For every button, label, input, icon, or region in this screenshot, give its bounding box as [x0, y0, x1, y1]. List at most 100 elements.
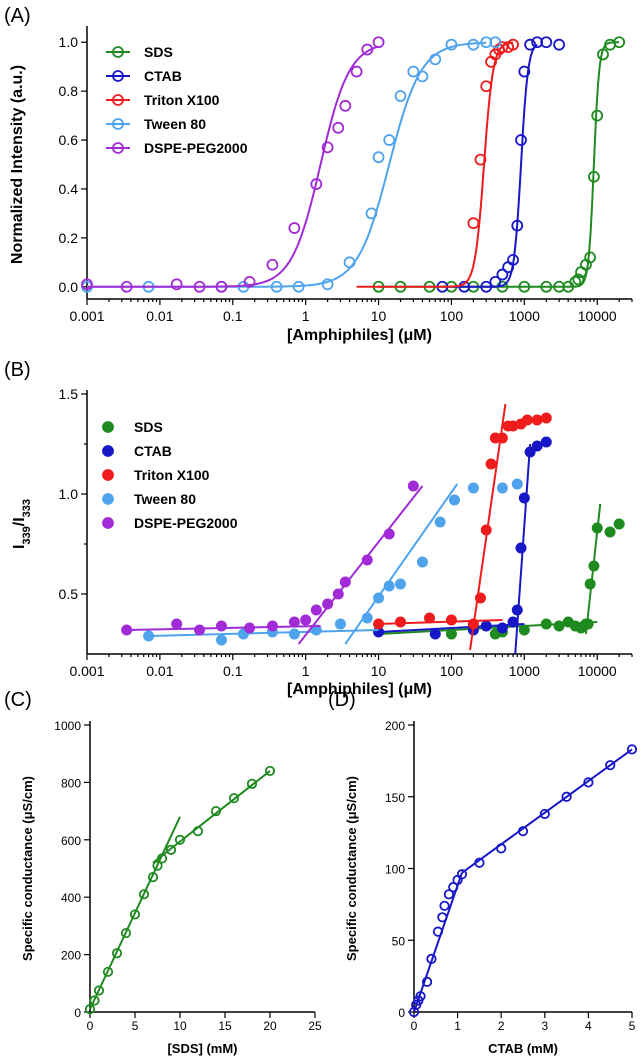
data-point-tween-80	[394, 578, 406, 590]
data-point-triton-x100	[480, 80, 493, 93]
data-point-triton-x100	[540, 412, 552, 424]
legend-item-dspe-peg2000: DSPE-PEG2000	[106, 140, 248, 156]
legend-marker	[102, 469, 114, 481]
y-tick-label: 0.5	[59, 586, 79, 602]
data-point-dspe-peg2000	[339, 99, 352, 112]
legend-marker	[102, 421, 114, 433]
data-point-ctab	[496, 843, 507, 854]
legend-label: Triton X100	[144, 92, 220, 108]
y-axis-title: I339/I333	[11, 499, 33, 549]
series-sds	[84, 765, 276, 1015]
x-tick-label: 25	[308, 1019, 322, 1033]
data-point-sds	[102, 966, 114, 977]
data-point-sds	[613, 518, 625, 530]
data-point-dspe-peg2000	[372, 36, 385, 49]
data-point-dspe-peg2000	[81, 278, 93, 291]
data-point-sds	[120, 927, 132, 939]
data-point-tween-80	[511, 478, 523, 490]
data-point-dspe-peg2000	[361, 43, 374, 56]
fit-line-sds-1	[89, 816, 181, 1010]
data-point-ctab	[432, 926, 444, 937]
data-point-triton-x100	[485, 458, 497, 470]
x-tick-label: 1	[302, 308, 310, 324]
data-point-tween-80	[434, 516, 446, 528]
data-point-dspe-peg2000	[322, 598, 334, 610]
data-point-dspe-peg2000	[361, 554, 373, 566]
data-point-sds	[582, 618, 594, 630]
data-point-tween-80	[288, 628, 300, 640]
data-point-sds	[138, 889, 150, 900]
y-tick-label: 0	[398, 1006, 405, 1020]
series-tween-80	[143, 478, 523, 646]
data-point-dspe-peg2000	[215, 620, 227, 632]
data-point-dspe-peg2000	[120, 280, 133, 293]
panel-label-b: (B)	[4, 359, 31, 381]
data-point-dspe-peg2000	[266, 258, 279, 271]
x-tick-label: 0	[411, 1019, 418, 1033]
data-point-ctab	[456, 869, 468, 880]
series-ctab	[436, 36, 566, 293]
data-point-tween-80	[321, 278, 334, 291]
x-tick-label: 10	[173, 1019, 187, 1033]
legend-label: Triton X100	[134, 467, 210, 483]
fit-curve-sds	[378, 41, 620, 288]
y-tick-label: 50	[392, 934, 406, 948]
fit-curve-triton-x100	[356, 41, 514, 288]
y-tick-label: 0.0	[59, 279, 79, 295]
data-point-dspe-peg2000	[288, 616, 300, 628]
x-tick-label: 0	[87, 1019, 94, 1033]
y-tick-label: 0.8	[59, 83, 79, 99]
data-point-sds	[89, 995, 100, 1006]
x-tick-label: 5	[132, 1019, 139, 1033]
data-point-dspe-peg2000	[332, 121, 345, 134]
legend-marker	[112, 94, 124, 106]
data-point-sds	[613, 36, 626, 49]
data-point-ctab	[507, 616, 519, 628]
data-point-tween-80	[334, 618, 346, 630]
data-point-tween-80	[467, 38, 480, 51]
data-point-dspe-peg2000	[193, 280, 206, 293]
legend-item-ctab: CTAB	[106, 68, 182, 84]
data-point-sds	[264, 765, 276, 777]
x-tick-label: 0.001	[69, 308, 104, 324]
data-point-ctab	[518, 65, 531, 78]
data-point-tween-80	[292, 280, 305, 293]
fit-line-ctab-1	[413, 872, 463, 1013]
legend-item-sds: SDS	[102, 419, 163, 435]
data-point-dspe-peg2000	[194, 624, 206, 636]
data-point-ctab	[426, 953, 437, 965]
legend-item-triton-x100: Triton X100	[106, 92, 220, 108]
data-point-tween-80	[373, 592, 385, 604]
data-point-triton-x100	[394, 616, 406, 628]
legend-label: Tween 80	[144, 116, 206, 132]
data-point-ctab	[474, 857, 485, 868]
y-tick-label: 200	[385, 719, 405, 733]
data-point-tween-80	[448, 494, 460, 506]
chart-panel-a: 0.001 0.01 0.1 1 10 100 1000 10000 0.0 0.2 0.4 0.6 0…	[9, 26, 633, 344]
x-tick-label: 1000	[509, 308, 540, 324]
data-point-sds	[518, 624, 530, 636]
y-tick-label: 400	[61, 891, 81, 905]
data-point-triton-x100	[445, 614, 457, 626]
x-tick-label: 10000	[578, 663, 617, 679]
data-point-sds	[111, 948, 123, 959]
data-point-tween-80	[445, 38, 458, 51]
data-point-dspe-peg2000	[339, 576, 351, 588]
y-tick-label: 200	[61, 949, 81, 963]
data-point-sds	[192, 826, 204, 837]
x-tick-label: 100	[440, 308, 464, 324]
data-point-triton-x100	[467, 618, 479, 630]
fit-curve-dspe-peg2000	[87, 45, 379, 288]
y-tick-label: 0.2	[59, 230, 79, 246]
data-point-dspe-peg2000	[383, 528, 395, 540]
data-point-sds	[591, 109, 604, 122]
fit-line-sds-2	[152, 770, 271, 864]
legend-label: DSPE-PEG2000	[134, 515, 238, 531]
legend-item-ctab: CTAB	[102, 443, 172, 459]
series-triton-x100	[373, 403, 552, 651]
data-point-tween-80	[489, 36, 502, 49]
legend-label: CTAB	[144, 68, 182, 84]
legend-marker	[112, 142, 124, 154]
